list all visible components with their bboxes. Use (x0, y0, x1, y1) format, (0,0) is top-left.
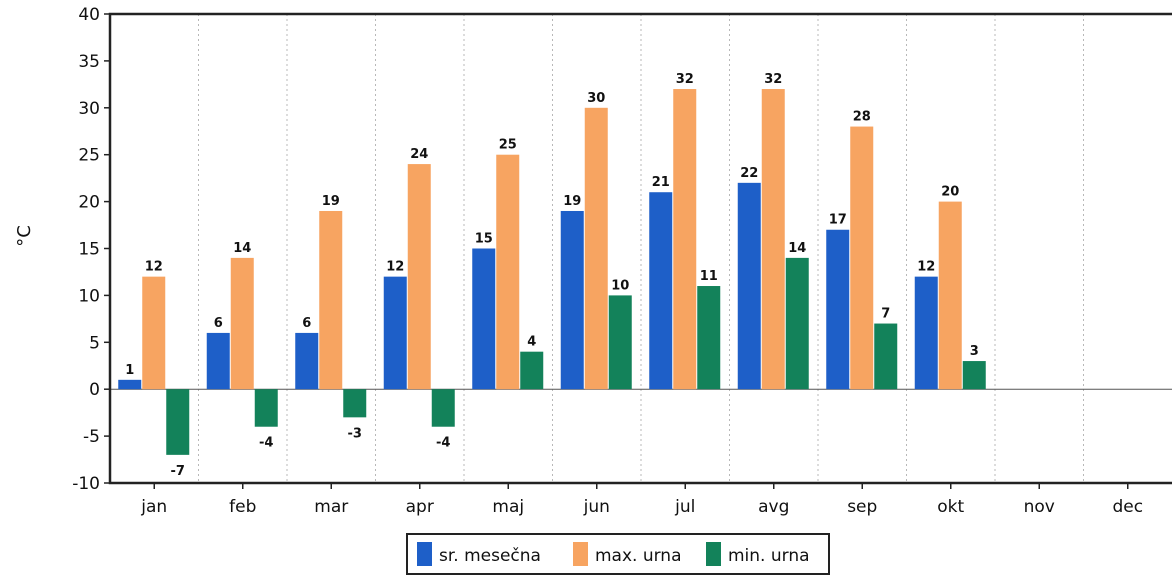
data-label: 22 (740, 166, 758, 181)
data-label: 14 (233, 241, 251, 256)
y-tick-label: -10 (72, 474, 100, 494)
y-tick-label: 0 (89, 380, 100, 400)
bar (206, 332, 230, 390)
y-tick-label: 10 (78, 286, 100, 306)
bar (608, 295, 632, 390)
data-label: 1 (125, 363, 134, 378)
data-label: 28 (853, 110, 871, 125)
bar (697, 286, 721, 390)
bar (254, 389, 278, 427)
bar (319, 210, 343, 390)
data-label: 3 (970, 344, 979, 359)
y-axis-label: °C (14, 225, 35, 247)
y-tick-label: 30 (78, 99, 100, 119)
x-tick-label: okt (937, 497, 964, 517)
bar (962, 361, 986, 390)
legend-label: min. urna (728, 546, 810, 566)
bar (407, 164, 431, 390)
data-label: 21 (652, 175, 670, 190)
y-tick-label: 35 (78, 52, 100, 72)
bar (649, 192, 673, 390)
bar (383, 276, 407, 390)
data-label: 17 (829, 213, 847, 228)
data-label: 12 (917, 260, 935, 275)
legend-label: max. urna (595, 546, 682, 566)
bar (118, 379, 142, 390)
bars (118, 89, 986, 455)
bar (938, 201, 962, 390)
data-label: 12 (145, 260, 163, 275)
bar (584, 107, 608, 390)
grid-lines (198, 14, 1084, 483)
data-label: 4 (527, 335, 536, 350)
data-label: 6 (214, 316, 223, 331)
data-label: 10 (611, 278, 629, 293)
legend-box (406, 533, 830, 575)
x-tick-label: jul (674, 497, 695, 517)
bar (142, 276, 166, 390)
legend-label: sr. mesečna (439, 546, 541, 566)
x-tick-label: feb (229, 497, 256, 517)
legend-swatch (706, 542, 721, 566)
data-label: 14 (788, 241, 806, 256)
x-tick-label: apr (406, 497, 434, 517)
legend: sr. mesečna max. urna min. urna (406, 533, 830, 575)
bar (560, 210, 584, 390)
y-tick-label: 25 (78, 146, 100, 166)
legend-swatch (417, 542, 432, 566)
x-tick-label: maj (492, 497, 524, 517)
data-label: 19 (322, 194, 340, 209)
bar (914, 276, 938, 390)
bar (785, 257, 809, 390)
data-labels: 1 6 6 12 15 19 21 22 17 12 12 14 19 24 25 30 32 32 28 20 -7 -… (125, 72, 979, 479)
data-label: 24 (410, 147, 428, 162)
x-tick-label: dec (1112, 497, 1143, 517)
bar (761, 89, 785, 390)
data-label: 30 (587, 91, 605, 106)
data-label: 25 (499, 138, 517, 153)
bar (737, 182, 761, 390)
legend-swatch (573, 542, 588, 566)
bar (520, 351, 544, 390)
y-tick-label: 5 (89, 333, 100, 353)
y-axis: -10 -5 0 5 10 15 20 25 30 35 40 (72, 5, 110, 494)
bar (431, 389, 455, 427)
x-tick-label: jan (140, 497, 167, 517)
x-tick-label: sep (847, 497, 877, 517)
bar (166, 389, 190, 455)
bar (850, 126, 874, 390)
data-label: 11 (700, 269, 718, 284)
data-label: 20 (941, 185, 959, 200)
data-label: 32 (676, 72, 694, 87)
data-label: 19 (563, 194, 581, 209)
bar (230, 257, 254, 390)
bar (472, 248, 496, 390)
x-tick-label: mar (314, 497, 348, 517)
x-tick-label: jun (583, 497, 610, 517)
y-tick-label: 20 (78, 193, 100, 213)
data-label: 12 (386, 260, 404, 275)
data-label: 32 (764, 72, 782, 87)
bar (826, 229, 850, 390)
bar (496, 154, 520, 390)
x-axis: jan feb mar apr maj jun jul avg sep okt nov dec (140, 483, 1143, 517)
data-label: -4 (259, 436, 273, 451)
x-tick-label: nov (1024, 497, 1055, 517)
data-label: 15 (475, 232, 493, 247)
bar (673, 89, 697, 390)
x-tick-label: avg (758, 497, 789, 517)
data-label: -7 (171, 464, 185, 479)
data-label: 7 (881, 307, 890, 322)
bar (874, 323, 898, 390)
data-label: 6 (302, 316, 311, 331)
y-tick-label: 40 (78, 5, 100, 25)
bar (343, 389, 367, 418)
data-label: -3 (348, 426, 362, 441)
y-tick-label: -5 (83, 427, 100, 447)
bar (295, 332, 319, 390)
y-tick-label: 15 (78, 240, 100, 260)
data-label: -4 (436, 436, 450, 451)
